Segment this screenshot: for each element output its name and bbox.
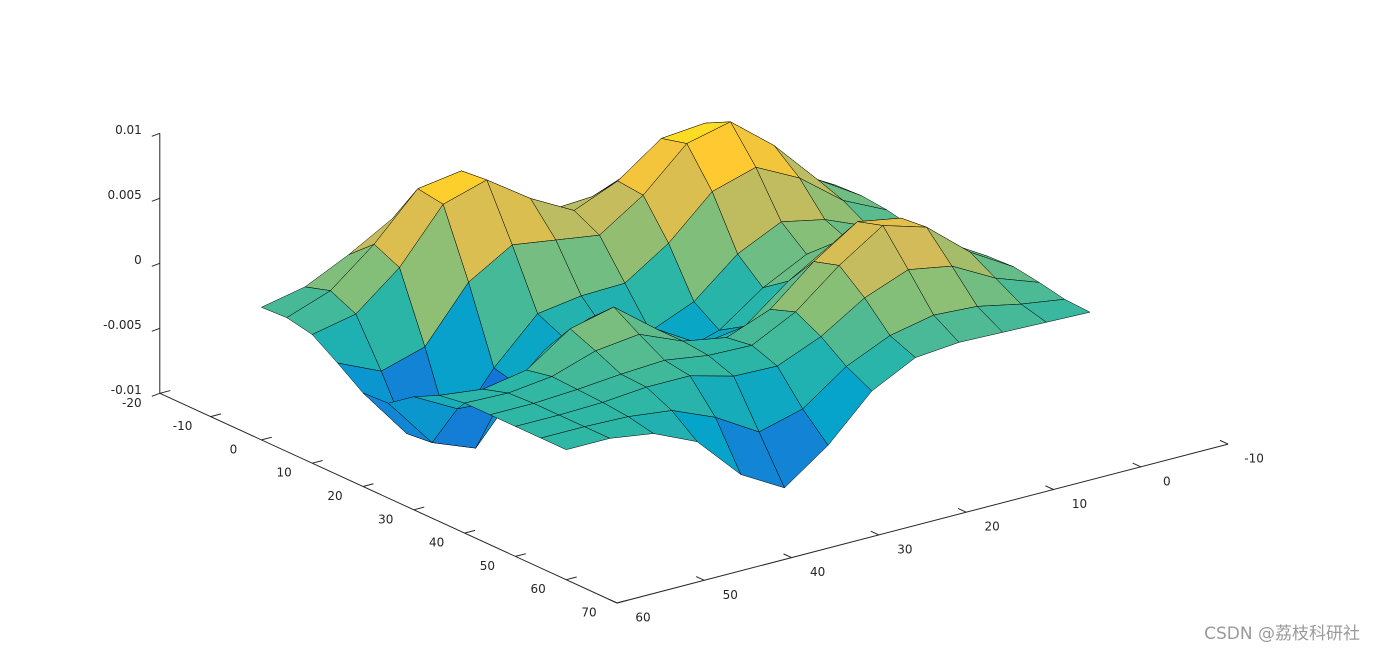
y-tick-label: 20	[327, 489, 342, 503]
y-tick	[413, 506, 425, 511]
y-tick-label: -20	[122, 396, 142, 410]
y-tick	[362, 483, 374, 487]
x-tick-label: 50	[723, 588, 738, 602]
watermark: CSDN @荔枝科研社	[1204, 624, 1360, 644]
x-tick	[695, 576, 705, 581]
x-tick-label: 40	[810, 565, 825, 579]
y-tick-label: 10	[277, 466, 292, 480]
y-tick-label: 40	[429, 536, 444, 550]
y-tick	[210, 413, 222, 418]
z-tick-label: 0.01	[115, 123, 142, 137]
z-tick	[151, 327, 160, 332]
y-tick-label: 70	[581, 606, 596, 620]
surface	[261, 121, 1091, 489]
x-tick-label: 20	[985, 520, 1000, 534]
z-tick-label: -0.01	[111, 383, 142, 397]
x-tick	[1045, 485, 1054, 490]
x-tick	[1132, 462, 1142, 468]
x-tick	[870, 530, 880, 536]
x-tick	[608, 598, 618, 604]
z-tick-label: 0	[134, 253, 142, 267]
z-tick-label: 0.005	[107, 188, 141, 202]
y-tick-label: 30	[378, 512, 393, 526]
x-tick-label: -10	[1244, 452, 1264, 466]
y-axis-line	[159, 392, 618, 604]
y-tick	[464, 529, 476, 534]
z-tick-label: -0.005	[103, 318, 142, 332]
x-tick-label: 0	[1163, 474, 1171, 488]
y-tick-label: -10	[173, 419, 193, 433]
z-tick	[151, 197, 160, 202]
y-tick	[261, 436, 273, 441]
x-tick	[1219, 439, 1229, 445]
x-tick-label: 10	[1072, 497, 1087, 511]
y-tick	[566, 576, 577, 581]
axes: -0.01 -0.005 0 0.005 0.01 -20 -10 0 10 20 30 40 50 60…	[103, 123, 1264, 625]
z-tick	[151, 262, 160, 267]
y-tick	[159, 390, 171, 394]
y-tick-label: 60	[531, 582, 546, 596]
y-tick-label: 50	[480, 559, 495, 573]
x-tick	[957, 508, 967, 513]
x-axis-line	[616, 443, 1229, 604]
y-tick	[616, 599, 628, 604]
z-tick	[151, 392, 160, 397]
x-tick-label: 60	[635, 611, 650, 625]
x-tick	[783, 553, 792, 559]
z-tick	[151, 132, 160, 137]
y-tick	[312, 459, 323, 464]
y-tick-label: 0	[230, 442, 238, 456]
surface-patch	[540, 426, 611, 450]
y-tick	[515, 553, 527, 557]
x-tick-label: 30	[897, 542, 912, 556]
